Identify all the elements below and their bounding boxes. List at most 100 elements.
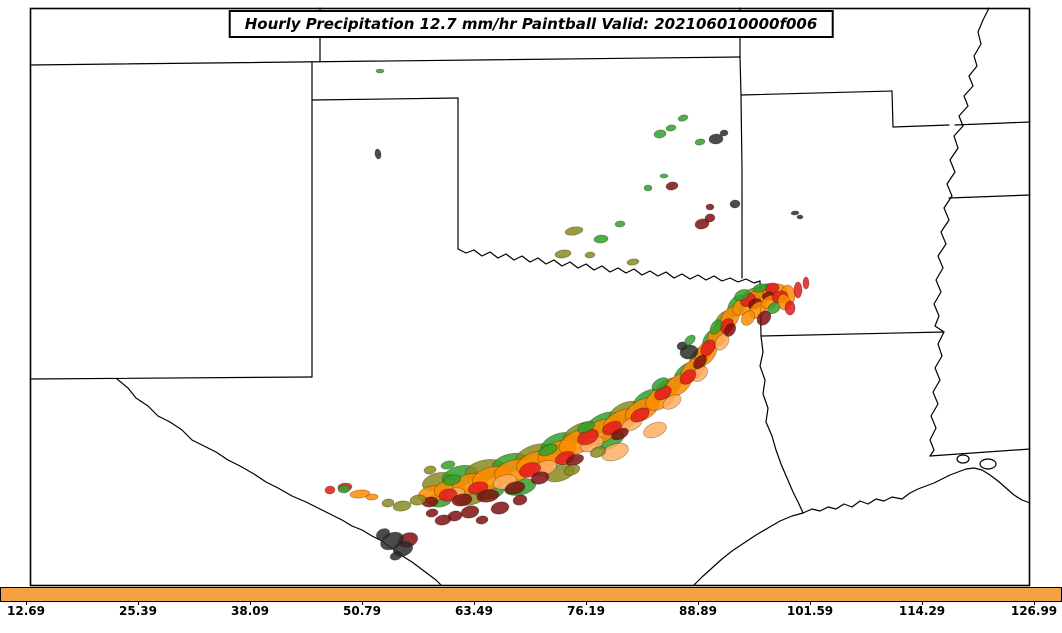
paintball-blob <box>694 218 710 230</box>
colorbar-tick-mark <box>698 601 699 605</box>
paintball-blob <box>337 484 351 494</box>
paintball-blob <box>434 514 452 526</box>
paintball-blob <box>729 199 741 209</box>
paintball-blob <box>665 181 679 191</box>
paintball-blob <box>679 369 697 385</box>
paintball-blob <box>793 281 803 299</box>
colorbar-tick-label: 12.69 <box>7 604 45 618</box>
paintball-blob <box>659 173 669 179</box>
paintball-blob <box>438 488 458 502</box>
paintball-blob <box>476 489 500 503</box>
paintball-blob <box>374 148 382 160</box>
paintball-blob <box>538 443 558 457</box>
paintball-blob <box>593 234 609 244</box>
colorbar-tick-mark <box>362 601 363 605</box>
paintball-blob <box>691 365 709 383</box>
lake-outline <box>956 454 970 464</box>
paintball-blob <box>563 464 581 476</box>
paintball-blob <box>630 407 650 423</box>
paintball-blob <box>425 508 439 518</box>
border-31n <box>929 448 1031 457</box>
paintball-blob <box>584 251 596 259</box>
colorbar-tick-label: 76.19 <box>567 604 605 618</box>
paintball-blob <box>460 505 480 519</box>
paintball-blob <box>349 489 371 499</box>
paintball-layer <box>324 68 810 561</box>
paintball-blob <box>734 288 750 302</box>
border-tx-la <box>759 335 804 514</box>
paintball-blob <box>589 446 607 458</box>
paintball-blob <box>676 341 688 351</box>
paintball-blob <box>704 213 716 223</box>
paintball-blob <box>409 494 427 506</box>
paintball-blob <box>490 501 510 515</box>
paintball-blob <box>451 493 473 507</box>
paintball-blob <box>705 203 715 211</box>
colorbar-tick-mark <box>250 601 251 605</box>
paintball-blob <box>565 453 585 467</box>
paintball-blob <box>442 474 462 486</box>
paintball-blob <box>662 394 682 410</box>
coastline-louisiana <box>802 467 1031 514</box>
paintball-blob <box>802 276 810 290</box>
paintball-blob <box>365 493 379 501</box>
colorbar-tick-label: 63.49 <box>455 604 493 618</box>
colorbar-tick-label: 114.29 <box>898 604 946 618</box>
border-mississippi-river <box>933 7 990 333</box>
colorbar-tick-mark <box>1034 601 1035 605</box>
paintball-blob <box>709 319 723 335</box>
paintball-blob <box>324 485 336 495</box>
paintball-blob <box>677 114 689 122</box>
plot-title-text: Hourly Precipitation 12.7 mm/hr Paintbal… <box>244 15 818 33</box>
paintball-blob <box>392 500 412 512</box>
paintball-blob <box>684 334 696 346</box>
paintball-blob <box>611 427 629 441</box>
paintball-blob <box>504 481 526 495</box>
border-tn-ms <box>948 194 1031 199</box>
plot-title: Hourly Precipitation 12.7 mm/hr Paintbal… <box>228 10 834 38</box>
paintball-blob <box>643 421 667 439</box>
paintball-blob <box>665 124 677 132</box>
paintball-blob <box>796 214 804 220</box>
paintball-blob <box>389 551 403 561</box>
border-la-ms <box>929 331 945 457</box>
paintball-blob <box>475 515 489 525</box>
paintball-blob <box>440 460 456 470</box>
colorbar-tick-mark <box>26 601 27 605</box>
lake-outline <box>979 458 997 470</box>
colorbar-tick-label: 50.79 <box>343 604 381 618</box>
colorbar-tick-mark <box>474 601 475 605</box>
colorbar-tick-label: 88.89 <box>679 604 717 618</box>
paintball-blob <box>614 220 626 228</box>
border-ok-ar <box>739 56 743 279</box>
paintball-blob <box>752 283 768 293</box>
colorbar-tick-label: 101.59 <box>786 604 834 618</box>
paintball-blob <box>577 420 595 434</box>
border-37n <box>29 56 741 66</box>
state-borders <box>29 7 1031 586</box>
colorbar-tick-mark <box>138 601 139 605</box>
border-mo-ar <box>740 90 950 128</box>
map-frame <box>29 7 1031 587</box>
paintball-blob <box>784 300 796 316</box>
paintball-blob <box>708 133 724 145</box>
colorbar-tick-label: 126.99 <box>1010 604 1058 618</box>
colorbar-tick-mark <box>810 601 811 605</box>
paintball-blob <box>694 138 706 146</box>
coastline-texas <box>693 512 804 586</box>
paintball-blob <box>375 528 391 540</box>
colorbar-ticks: 12.69 25.39 38.09 50.79 63.49 76.19 88.89 101.5… <box>0 601 1062 626</box>
paintball-blob <box>723 323 737 337</box>
paintball-blob <box>651 377 669 391</box>
border-ar-la <box>760 331 945 337</box>
paintball-blob <box>643 184 653 192</box>
colorbar-tick-label: 25.39 <box>119 604 157 618</box>
colorbar-tick-mark <box>586 601 587 605</box>
paintball-blob <box>626 258 640 266</box>
paintball-blob <box>512 494 528 506</box>
paintball-blob <box>790 210 800 216</box>
colorbar <box>0 587 1062 602</box>
colorbar-tick-mark <box>922 601 923 605</box>
border-tn-ky <box>954 121 1031 126</box>
